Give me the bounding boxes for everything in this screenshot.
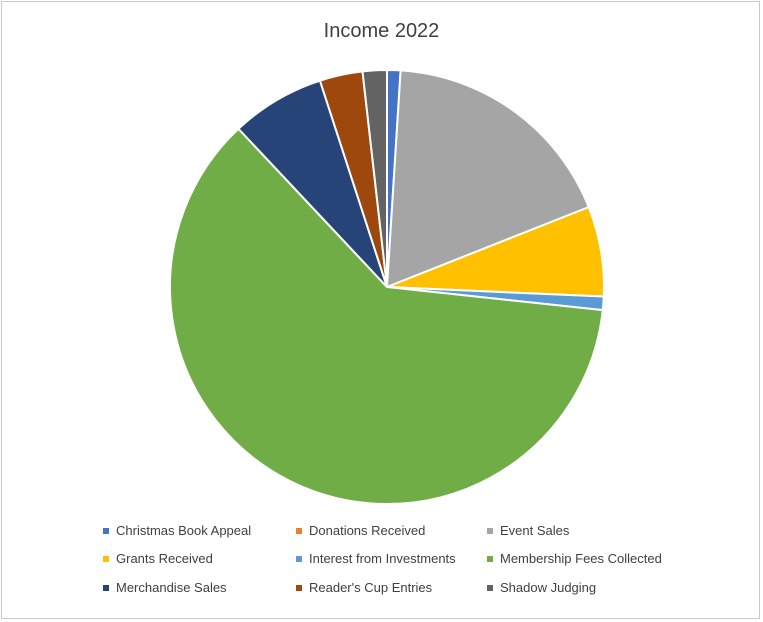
pie-slice-event-sales: [386, 69, 590, 288]
legend-item: Merchandise Sales: [103, 580, 227, 595]
legend-item: Event Sales: [487, 523, 569, 538]
legend-item: Grants Received: [103, 551, 213, 566]
legend-label: Membership Fees Collected: [500, 551, 662, 566]
pie-slice-membership-fees-collected: [169, 127, 604, 505]
legend-item: Christmas Book Appeal: [103, 523, 251, 538]
legend-label: Merchandise Sales: [116, 580, 227, 595]
legend-item: Donations Received: [296, 523, 425, 538]
legend-label: Interest from Investments: [309, 551, 456, 566]
chart-title: Income 2022: [323, 20, 440, 42]
legend-label: Event Sales: [500, 523, 570, 538]
legend-label: Christmas Book Appeal: [116, 523, 252, 538]
legend-swatch: [103, 555, 109, 562]
legend-item: Interest from Investments: [296, 551, 456, 566]
legend-swatch: [296, 584, 302, 591]
legend-item: Reader's Cup Entries: [296, 580, 432, 595]
legend-swatch: [296, 555, 302, 562]
legend-item: Shadow Judging: [487, 580, 596, 595]
legend-label: Shadow Judging: [500, 580, 597, 595]
legend-swatch: [103, 527, 109, 534]
legend-label: Donations Received: [309, 523, 426, 538]
legend-swatch: [296, 527, 302, 534]
pie-slice-shadow-judging: [361, 69, 388, 288]
legend-swatch: [487, 555, 493, 562]
legend-label: Reader's Cup Entries: [309, 580, 433, 595]
legend-label: Grants Received: [116, 551, 213, 566]
legend-swatch: [487, 584, 493, 591]
legend-item: Membership Fees Collected: [487, 551, 662, 566]
legend-swatch: [103, 584, 109, 591]
legend-swatch: [487, 527, 493, 534]
